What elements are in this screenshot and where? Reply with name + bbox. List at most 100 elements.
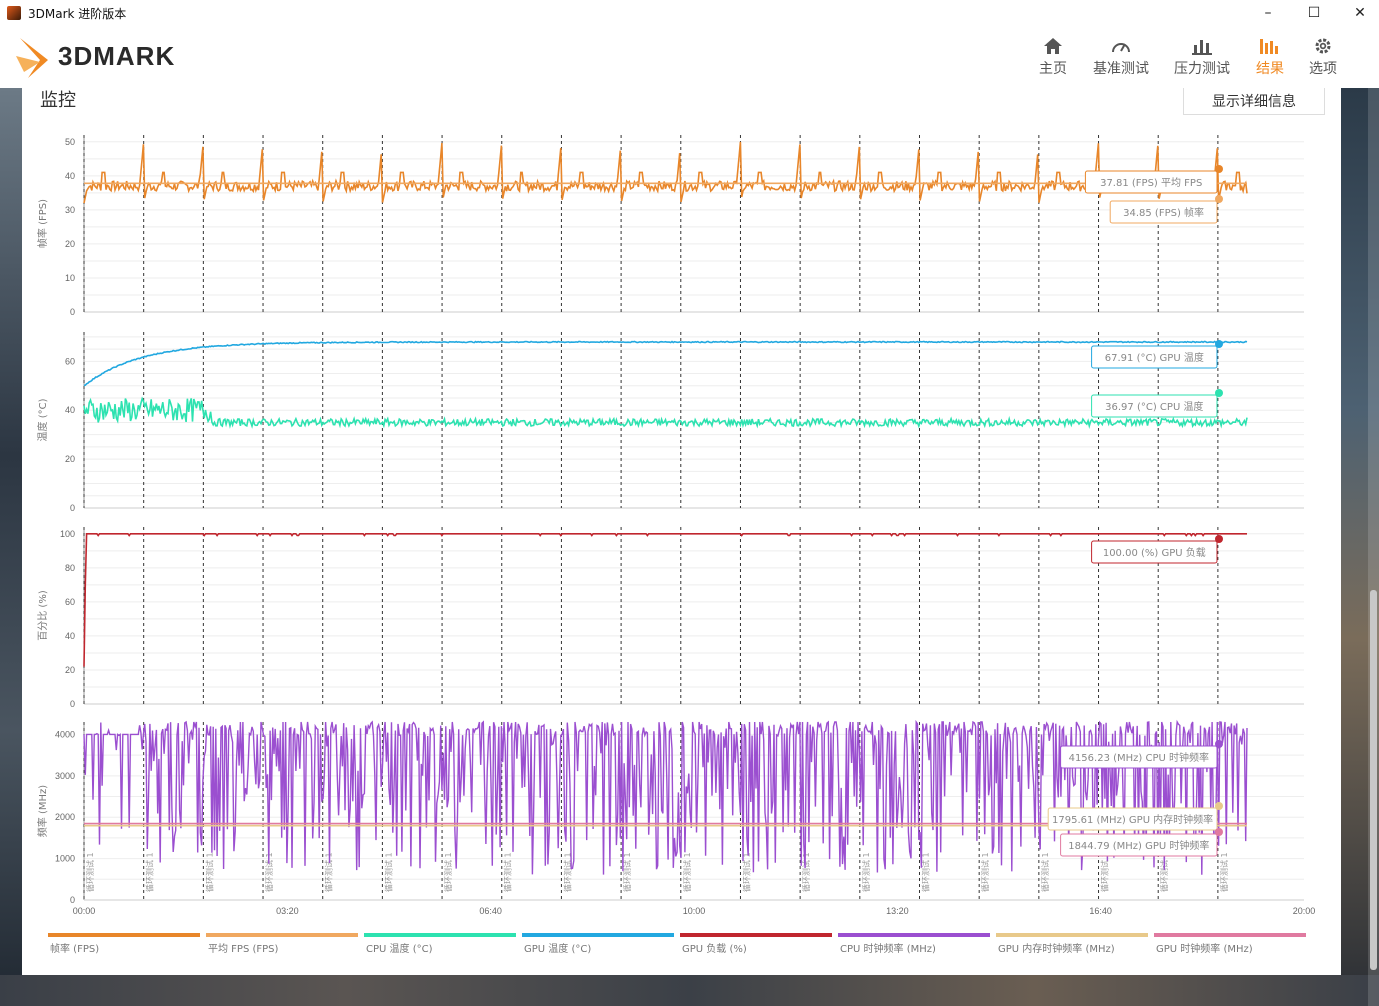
scrollbar-thumb[interactable] bbox=[1370, 590, 1377, 970]
y-tick-label: 0 bbox=[70, 895, 75, 905]
x-tick-label: 16:40 bbox=[1089, 906, 1112, 916]
series-line bbox=[83, 719, 1248, 875]
close-button[interactable]: ✕ bbox=[1354, 5, 1366, 21]
series-marker bbox=[1215, 195, 1223, 203]
legend-label: GPU 内存时钟频率 (MHz) bbox=[998, 942, 1115, 955]
y-tick-label: 60 bbox=[65, 356, 75, 366]
tooltip-text: 37.81 (FPS) 平均 FPS bbox=[1100, 177, 1202, 189]
y-tick-label: 0 bbox=[70, 307, 75, 317]
y-tick-label: 4000 bbox=[55, 729, 75, 739]
loop-marker-label: 循环测试 1 bbox=[1219, 852, 1229, 892]
minimize-button[interactable]: – bbox=[1264, 5, 1272, 21]
legend-label: GPU 温度 (°C) bbox=[524, 942, 591, 955]
loop-marker-label: 循环测试 1 bbox=[503, 852, 513, 892]
nav-benchmarks-label: 基准测试 bbox=[1093, 61, 1149, 77]
tooltip-text: 34.85 (FPS) 帧率 bbox=[1123, 206, 1204, 219]
loop-marker-label: 循环测试 1 bbox=[980, 852, 990, 892]
x-tick-label: 06:40 bbox=[479, 906, 502, 916]
y-tick-label: 30 bbox=[65, 205, 75, 215]
x-tick-label: 03:20 bbox=[276, 906, 299, 916]
y-tick-label: 1000 bbox=[55, 854, 75, 864]
loop-marker-label: 循环测试 1 bbox=[85, 852, 95, 892]
tooltip-box bbox=[1060, 833, 1218, 857]
section-title: 监控 bbox=[40, 90, 76, 111]
y-tick-label: 0 bbox=[70, 699, 75, 709]
bar-chart-icon bbox=[1167, 34, 1237, 58]
window-titlebar: 3DMark 进阶版本 – ☐ ✕ bbox=[0, 0, 1379, 26]
y-tick-label: 0 bbox=[70, 503, 75, 513]
y-tick-label: 80 bbox=[65, 563, 75, 573]
tooltip-box bbox=[1047, 807, 1218, 831]
nav-home-label: 主页 bbox=[1039, 61, 1067, 77]
legend-label: 平均 FPS (FPS) bbox=[208, 943, 279, 955]
loop-marker-label: 循环测试 1 bbox=[801, 852, 811, 892]
loop-marker-label: 循环测试 1 bbox=[920, 852, 930, 892]
window-title: 3DMark 进阶版本 bbox=[28, 6, 127, 21]
tooltip-text: 67.91 (°C) GPU 温度 bbox=[1105, 351, 1204, 364]
series-marker bbox=[1215, 740, 1223, 748]
nav-stress-tests-label: 压力测试 bbox=[1174, 61, 1230, 77]
loop-marker-label: 循环测试 1 bbox=[682, 852, 692, 892]
loop-marker-label: 循环测试 1 bbox=[622, 852, 632, 892]
tooltip-box bbox=[1109, 200, 1218, 224]
series-line bbox=[83, 141, 1248, 204]
scrollbar-track[interactable] bbox=[1368, 88, 1379, 1006]
loop-marker-label: 循环测试 1 bbox=[145, 852, 155, 892]
nav-stress-tests[interactable]: 压力测试 bbox=[1167, 34, 1237, 78]
series-line bbox=[83, 396, 1248, 430]
tooltip-box bbox=[1091, 394, 1218, 418]
loop-marker-label: 循环测试 1 bbox=[741, 852, 751, 892]
y-axis-label: 频率 (MHz) bbox=[36, 785, 49, 837]
loop-marker-label: 循环测试 1 bbox=[264, 852, 274, 892]
app-header: 3DMARK 主页 基准测试 压力测试 结果 选项 bbox=[0, 26, 1379, 88]
loop-marker-label: 循环测试 1 bbox=[204, 852, 214, 892]
y-tick-label: 3000 bbox=[55, 771, 75, 781]
legend-swatch bbox=[996, 933, 1148, 937]
series-marker bbox=[1215, 389, 1223, 397]
nav-home[interactable]: 主页 bbox=[1018, 34, 1088, 78]
tooltip-text: 1844.79 (MHz) GPU 时钟频率 bbox=[1068, 839, 1209, 852]
results-icon bbox=[1235, 34, 1305, 58]
series-marker bbox=[1215, 828, 1223, 836]
gauge-icon bbox=[1086, 34, 1156, 58]
tooltip-box bbox=[1091, 540, 1218, 564]
tooltip-text: 36.97 (°C) CPU 温度 bbox=[1105, 400, 1203, 413]
y-tick-label: 20 bbox=[65, 454, 75, 464]
loop-marker-label: 循环测试 1 bbox=[324, 852, 334, 892]
loop-marker-label: 循环测试 1 bbox=[383, 852, 393, 892]
nav-results[interactable]: 结果 bbox=[1235, 34, 1305, 78]
nav-benchmarks[interactable]: 基准测试 bbox=[1086, 34, 1156, 78]
nav-options[interactable]: 选项 bbox=[1288, 34, 1358, 78]
y-axis-label: 温度 (°C) bbox=[36, 398, 49, 441]
maximize-button[interactable]: ☐ bbox=[1307, 5, 1321, 21]
series-marker bbox=[1215, 165, 1223, 173]
legend-swatch bbox=[1154, 933, 1306, 937]
app-icon bbox=[7, 6, 21, 20]
tooltip-box bbox=[1060, 745, 1218, 769]
y-tick-label: 40 bbox=[65, 631, 75, 641]
legend-label: CPU 温度 (°C) bbox=[366, 942, 433, 955]
home-icon bbox=[1018, 34, 1088, 58]
legend-swatch bbox=[48, 933, 200, 937]
tooltip-text: 4156.23 (MHz) CPU 时钟频率 bbox=[1069, 751, 1209, 764]
y-tick-label: 40 bbox=[65, 171, 75, 181]
y-tick-label: 40 bbox=[65, 405, 75, 415]
loop-marker-label: 循环测试 1 bbox=[443, 852, 453, 892]
nav-results-label: 结果 bbox=[1256, 61, 1284, 77]
show-details-button[interactable]: 显示详细信息 bbox=[1183, 88, 1325, 115]
tooltip-text: 100.00 (%) GPU 负载 bbox=[1103, 546, 1206, 559]
x-tick-label: 10:00 bbox=[683, 906, 706, 916]
series-line bbox=[83, 532, 1247, 667]
loop-marker-label: 循环测试 1 bbox=[1100, 852, 1110, 892]
background-left bbox=[0, 88, 22, 1006]
legend-label: 帧率 (FPS) bbox=[50, 942, 99, 955]
nav-options-label: 选项 bbox=[1309, 61, 1337, 77]
y-tick-label: 20 bbox=[65, 665, 75, 675]
y-tick-label: 60 bbox=[65, 597, 75, 607]
3dmark-logo[interactable]: 3DMARK bbox=[14, 32, 214, 80]
tooltip-text: 1795.61 (MHz) GPU 内存时钟频率 bbox=[1052, 813, 1213, 826]
y-axis-label: 百分比 (%) bbox=[37, 590, 49, 641]
series-marker bbox=[1215, 340, 1223, 348]
legend-swatch bbox=[838, 933, 990, 937]
legend-swatch bbox=[680, 933, 832, 937]
